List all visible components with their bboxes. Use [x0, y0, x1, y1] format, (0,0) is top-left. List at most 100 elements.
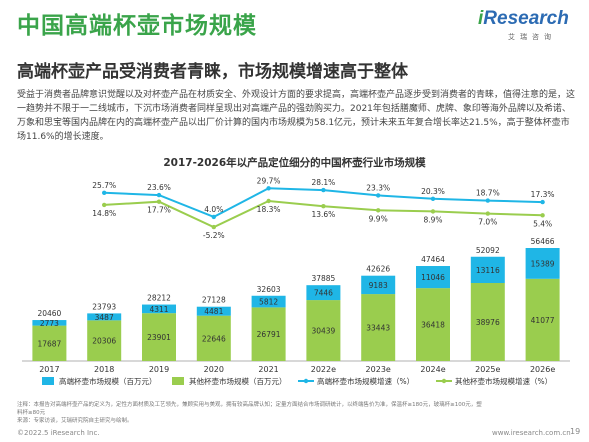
logo-text: Research	[483, 8, 569, 29]
bar-other	[32, 325, 67, 361]
label-total-value: 27128	[202, 296, 226, 305]
page-subtitle: 高端杯壶产品受消费者青睐，市场规模增速高于整体	[17, 62, 408, 82]
bar-highend	[525, 248, 560, 279]
growth-highend-label: 20.3%	[421, 187, 445, 196]
source-text: 来源：专家访谈，艾瑞研究院自主研究与绘制。	[17, 418, 133, 424]
growth-highend-label: 28.1%	[311, 178, 335, 187]
label-total-value: 47464	[421, 255, 445, 264]
chart-title: 2017-2026年以产品定位细分的中国杯壶行业市场规模	[163, 157, 426, 169]
label-total-value: 42626	[366, 265, 390, 274]
growth-highend-label: 23.6%	[147, 183, 171, 192]
iresearch-logo: iResearch 艾瑞咨询	[478, 8, 578, 44]
growth-highend-point	[102, 190, 107, 195]
growth-other-label: 9.9%	[369, 214, 388, 223]
growth-other-point	[485, 211, 490, 216]
copyright: ©2022.5 iResearch Inc.	[17, 429, 100, 437]
bar-highend	[416, 266, 450, 289]
label-total-value: 56466	[531, 237, 555, 246]
bar-highend	[32, 320, 67, 326]
label-highend-value: 2773	[40, 319, 59, 328]
label-highend-value: 5812	[259, 298, 278, 307]
growth-other-label: 8.9%	[423, 215, 442, 224]
growth-other-label: 5.4%	[533, 219, 552, 228]
bar-highend	[142, 304, 176, 314]
bar-highend	[306, 285, 341, 301]
growth-highend-point	[211, 214, 216, 220]
label-total-value: 32603	[257, 285, 281, 294]
growth-highend-label: 17.3%	[531, 190, 555, 199]
label-highend-value: 15389	[531, 259, 555, 268]
growth-highend-point	[321, 187, 326, 193]
label-total-value: 52092	[476, 246, 500, 255]
growth-other-point	[156, 199, 162, 204]
x-tick-label: 2017	[39, 365, 59, 374]
growth-other-label: 7.0%	[478, 218, 497, 227]
bar-highend	[470, 256, 505, 284]
label-highend-value: 4481	[204, 307, 223, 316]
growth-highend-label: 25.7%	[92, 181, 116, 190]
page-title: 中国高端杯壶市场规模	[17, 13, 257, 39]
label-highend-value: 9183	[369, 281, 388, 290]
x-tick-label: 2023e	[366, 365, 391, 374]
bar-other	[525, 278, 560, 361]
bar-other	[306, 300, 341, 361]
label-highend-value: 11046	[421, 273, 445, 282]
legend-label: 其他杯壶市场规模（百万元）	[189, 376, 287, 386]
x-tick-label: 2022e	[311, 365, 336, 374]
bar-other	[416, 288, 450, 361]
growth-highend-label: 4.0%	[204, 205, 223, 214]
growth-highend-label: 23.3%	[366, 183, 390, 192]
label-other-value: 20306	[92, 337, 116, 346]
growth-other-label: -5.2%	[203, 231, 225, 240]
bar-other	[142, 313, 176, 361]
footer-url[interactable]: www.iresearch.com.cn	[492, 429, 571, 437]
label-other-value: 17687	[37, 339, 61, 348]
growth-other-point	[211, 224, 216, 230]
label-highend-value: 7446	[314, 289, 333, 298]
x-tick-label: 2021	[258, 365, 278, 374]
bar-other	[251, 307, 286, 361]
growth-other-point	[376, 208, 381, 213]
label-other-value: 41077	[531, 316, 555, 325]
label-other-value: 26791	[257, 330, 281, 339]
logo-subtitle: 艾瑞咨询	[508, 33, 556, 41]
legend-label: 高端杯壶市场规模（百万元）	[59, 376, 157, 386]
growth-other-label: 17.7%	[147, 206, 171, 215]
note-text: 注释：本报告对高端杯壶产品的定义为，定性方面材质及工艺领先，兼顾实用与美观，拥有…	[17, 402, 482, 416]
legend-label: 其他杯壶市场规模增速（%）	[455, 376, 552, 386]
bar-other	[196, 315, 231, 361]
bar-highend	[87, 313, 122, 321]
growth-highend-point	[485, 198, 490, 203]
growth-highend-point	[430, 196, 436, 201]
growth-highend-point	[540, 199, 545, 205]
x-tick-label: 2020	[204, 365, 224, 374]
summary-paragraph: 受益于消费者品牌意识觉醒以及对杯壶产品在材质安全、外观设计方面的要求提高，高端杯…	[17, 90, 576, 142]
bar-other	[470, 283, 505, 361]
logo-prefix: i	[478, 8, 484, 29]
label-total-value: 23793	[92, 302, 116, 311]
growth-other-point	[321, 204, 326, 209]
legend-swatch	[42, 377, 54, 385]
bar-highend	[251, 295, 286, 308]
x-tick-label: 2025e	[475, 365, 500, 374]
growth-other-point	[430, 209, 436, 214]
label-highend-value: 13116	[476, 266, 500, 275]
label-other-value: 33443	[366, 324, 390, 333]
legend-swatch	[172, 377, 184, 385]
legend-label: 高端杯壶市场规模增速（%）	[317, 376, 414, 386]
page-number: 19	[570, 427, 581, 436]
label-other-value: 30439	[311, 327, 335, 336]
label-highend-value: 4311	[149, 305, 168, 314]
bar-highend	[196, 306, 231, 316]
label-total-value: 37885	[311, 274, 335, 283]
chart-notes: 注释：本报告对高端杯壶产品的定义为，定性方面材质及工艺领先，兼顾实用与美观，拥有…	[17, 401, 487, 425]
x-tick-label: 2018	[94, 365, 114, 374]
label-other-value: 23901	[147, 333, 171, 342]
growth-other-label: 13.6%	[311, 210, 335, 219]
growth-other-point	[266, 198, 271, 204]
growth-other-label: 18.3%	[257, 205, 281, 214]
bar-highend	[361, 275, 396, 295]
growth-highend-point	[156, 192, 162, 198]
label-highend-value: 3487	[95, 313, 114, 322]
growth-other-point	[102, 202, 107, 208]
